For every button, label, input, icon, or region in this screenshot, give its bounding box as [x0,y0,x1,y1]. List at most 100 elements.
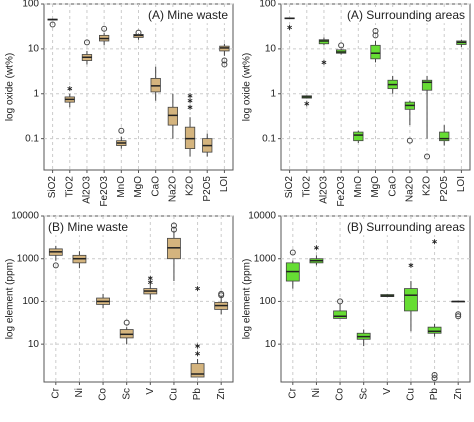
panel: 10 100 1000 10000 log element (ppm) Cr Ni Co Sc V… [5,211,234,401]
box [439,131,450,142]
extreme [147,275,153,281]
outlier [289,249,296,256]
x-tick-label: Sc [358,388,369,400]
x-tick-label: P2O5 [202,176,213,202]
x-tick-label: Cr [50,387,61,398]
x-tick-label: LOI [219,176,230,192]
title-background [344,219,467,236]
y-tick-label: 10 [28,44,40,55]
x-tick-label: Cu [169,388,180,401]
y-tick-label: 1 [33,88,39,99]
y-axis-label: log element (ppm) [242,259,253,340]
panel: 0.1 1 10 100 log oxide (wt%) SiO2 TiO2 Al2O3 Fe2… [5,0,234,207]
x-tick-label: Al2O3 [319,176,330,204]
y-tick-label: 1000 [254,253,277,264]
y-tick-label: 100 [259,0,276,10]
extreme [195,343,200,349]
x-tick-label: MnO [116,176,127,198]
extreme [187,98,193,104]
box [353,131,364,142]
outlier [49,21,56,28]
y-tick-label: 0.1 [25,133,39,144]
extreme [195,351,200,357]
extreme [195,286,200,292]
x-tick-label: Fe2O3 [99,176,110,207]
y-tick-label: 1 [270,88,276,99]
x-tick-label: Na2O [405,176,416,202]
y-tick-label: 10 [265,339,277,350]
panel-title: (B) Mine waste [48,220,128,234]
x-tick-label: SiO2 [47,176,58,199]
box [333,310,347,319]
x-tick-label: P2O5 [439,176,450,202]
x-tick-label: Al2O3 [82,176,93,204]
x-tick-label: Co [335,388,346,401]
x-tick-label: Fe2O3 [336,176,347,207]
extreme [314,245,319,251]
x-tick-label: Ni [311,388,322,397]
outlier [135,29,142,36]
title-background [344,7,467,24]
outlier [52,262,59,269]
y-tick-label: 10 [28,339,40,350]
x-tick-label: MnO [353,176,364,198]
outlier [431,371,438,378]
y-tick-label: 0.1 [262,133,276,144]
x-tick-label: SiO2 [284,176,295,199]
panel-title: (A) Mine waste [148,8,228,22]
extreme [67,86,73,92]
outlier [455,313,462,320]
x-tick-label: Cr [287,387,298,398]
outlier [118,127,125,134]
panel-title: (B) Surrounding areas [347,220,465,234]
plot-area [43,215,234,383]
extreme [187,93,193,99]
x-tick-label: Cu [406,388,417,401]
x-tick-label: Sc [121,388,132,400]
outlier [431,375,438,382]
x-tick-label: Pb [429,388,440,401]
y-tick-label: 100 [259,296,276,307]
x-tick-label: Zn [453,388,464,400]
extreme [321,59,327,65]
x-tick-label: CaO [150,176,161,197]
box [427,326,442,334]
outlier [372,28,379,35]
outlier [123,319,130,326]
x-tick-label: Co [98,388,109,401]
box [370,44,381,60]
x-tick-label: V [382,388,393,395]
y-tick-label: 1000 [17,253,40,264]
outlier [406,137,413,144]
extreme [304,101,310,107]
outlier [372,32,379,39]
box [421,79,433,91]
title-background [145,7,231,24]
box [404,288,418,312]
extreme [187,104,193,110]
y-tick-label: 100 [22,296,39,307]
panel: 10 100 1000 10000 log element (ppm) Cr Ni Co Sc V… [242,211,471,401]
extreme [408,262,414,268]
extreme [287,24,293,30]
outlier [170,226,177,233]
outlier [337,298,344,305]
title-background [46,219,131,236]
x-tick-label: MgO [370,176,381,198]
x-tick-label: MgO [133,176,144,198]
y-tick-label: 10 [265,44,277,55]
x-tick-label: TiO2 [64,176,75,198]
outlier [221,61,228,68]
x-tick-label: Pb [192,388,203,401]
plot-area [280,215,471,383]
box [167,106,178,126]
outlier [218,290,225,297]
outlier [424,153,431,160]
y-axis-label: log element (ppm) [5,259,16,340]
x-tick-label: TiO2 [301,176,312,198]
y-tick-label: 10000 [248,211,276,222]
outlier [455,311,462,318]
x-tick-label: Na2O [168,176,179,202]
x-tick-label: K2O [185,176,196,196]
